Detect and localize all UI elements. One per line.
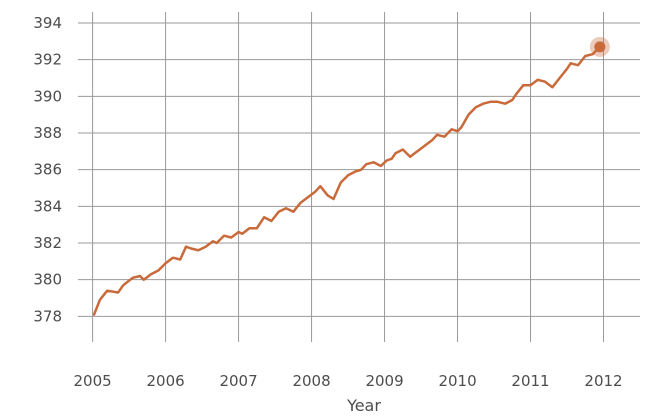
x-tick-label: 2005 <box>74 372 112 390</box>
x-tick-label: 2006 <box>146 372 184 390</box>
x-tick-label: 2009 <box>365 372 403 390</box>
grid-layer <box>78 12 640 342</box>
x-tick-label: 2012 <box>584 372 622 390</box>
x-tick-label: 2010 <box>438 372 476 390</box>
x-tick-label: 2007 <box>219 372 257 390</box>
x-tick-labels: 2005 2006 2007 2008 2009 2010 2011 2012 <box>74 372 623 390</box>
y-tick-label: 386 <box>33 161 62 179</box>
y-tick-label: 392 <box>33 51 62 69</box>
x-tick-label: 2011 <box>511 372 549 390</box>
highlight-point <box>594 41 606 53</box>
series-line <box>92 45 602 316</box>
y-tick-label: 384 <box>33 197 62 215</box>
y-tick-label: 394 <box>33 14 62 32</box>
x-tick-label: 2008 <box>292 372 330 390</box>
x-axis-title: Year <box>346 396 381 415</box>
y-tick-label: 380 <box>33 271 62 289</box>
y-tick-label: 382 <box>33 234 62 252</box>
y-tick-label: 378 <box>33 307 62 325</box>
y-tick-labels: 378 380 382 384 386 388 390 392 394 <box>33 14 62 325</box>
y-tick-label: 390 <box>33 87 62 105</box>
y-tick-label: 388 <box>33 124 62 142</box>
